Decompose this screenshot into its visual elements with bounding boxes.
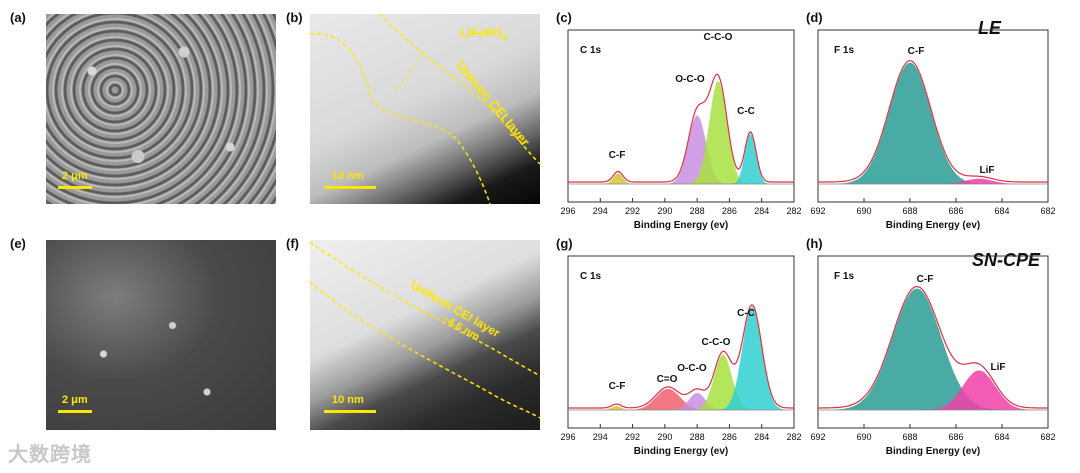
cei-boundary-lines-f [310, 241, 540, 419]
panel-g-label: (g) [556, 236, 573, 251]
peak-label-h-lif: LiF [991, 362, 1006, 373]
tick-label-g-288: 288 [690, 432, 705, 442]
chart-frame-g [567, 255, 795, 429]
peak-h-c-f [818, 288, 1048, 410]
tick-label-h-686: 686 [948, 432, 963, 442]
xlabel-g: Binding Energy (ev) [634, 446, 728, 457]
tick-label-c-286: 286 [722, 206, 737, 216]
envelope-g [568, 304, 794, 409]
tick-label-d-688: 688 [902, 206, 917, 216]
peak-c-c-c [568, 133, 794, 184]
peak-label-g-o-c-o: O-C-O [677, 363, 707, 374]
peak-c-o-c-o [568, 115, 794, 184]
material-label-b: LiFePO4 [460, 26, 507, 43]
panel-c-label: (c) [556, 10, 572, 25]
peak-label-g-c-c-o: C-C-O [702, 337, 731, 348]
tick-label-c-296: 296 [560, 206, 575, 216]
tick-label-c-288: 288 [690, 206, 705, 216]
peak-h-lif [818, 370, 1048, 410]
tag-sn-cpe: SN-CPE [972, 250, 1041, 270]
xlabel-c: Binding Energy (ev) [634, 220, 728, 231]
chart-frame-d [817, 29, 1049, 203]
tick-label-h-684: 684 [994, 432, 1009, 442]
peak-label-g-c-f: C-F [609, 381, 626, 392]
scale-bar-f [324, 410, 376, 413]
watermark: 大数跨境 [8, 444, 92, 466]
tick-label-g-284: 284 [754, 432, 769, 442]
scale-text-f: 10 nm [332, 394, 364, 406]
core-label-c: C 1s [580, 45, 602, 56]
peak-d-lif [818, 178, 1048, 184]
panel-e-label: (e) [10, 236, 26, 251]
tick-label-h-682: 682 [1040, 432, 1055, 442]
tick-label-h-692: 692 [810, 432, 825, 442]
tick-label-c-282: 282 [786, 206, 801, 216]
scale-bar-e [58, 410, 92, 413]
peak-label-d-lif: LiF [980, 165, 995, 176]
tick-label-c-290: 290 [657, 206, 672, 216]
tick-label-d-684: 684 [994, 206, 1009, 216]
envelope-c [568, 73, 794, 183]
chart-frame-c [567, 29, 795, 203]
panel-h-label: (h) [806, 236, 823, 251]
tick-label-h-690: 690 [856, 432, 871, 442]
xlabel-d: Binding Energy (ev) [886, 220, 980, 231]
sem-image-a: 2 μm [46, 14, 276, 204]
tag-le: LE [978, 18, 1002, 38]
peak-label-c-c-f: C-F [609, 150, 626, 161]
tick-label-h-688: 688 [902, 432, 917, 442]
peak-label-g-c=o: C=O [657, 374, 678, 385]
peak-label-h-c-f: C-F [917, 274, 934, 285]
scale-bar-a [58, 186, 92, 189]
core-label-d: F 1s [834, 45, 854, 56]
panel-b-label: (b) [286, 10, 303, 25]
peak-c-c-f [568, 173, 794, 184]
scale-text-a: 2 μm [62, 170, 88, 182]
peak-label-g-c-c: C-C [737, 308, 755, 319]
tick-label-c-292: 292 [625, 206, 640, 216]
panel-f-label: (f) [286, 236, 299, 251]
tem-image-f: Uniform CEI layer ~4.6 nm 10 nm [310, 240, 540, 430]
tick-label-d-690: 690 [856, 206, 871, 216]
peak-g-c-f [568, 406, 794, 410]
tick-label-c-294: 294 [593, 206, 608, 216]
core-label-h: F 1s [834, 271, 854, 282]
peak-g-c-c-o [568, 354, 794, 410]
panel-a-label: (a) [10, 10, 26, 25]
envelope-d [818, 59, 1048, 183]
peak-g-c-c [568, 307, 794, 410]
scale-text-e: 2 μm [62, 394, 88, 406]
peak-label-c-c-c-o: C-C-O [704, 32, 733, 43]
tick-label-d-692: 692 [810, 206, 825, 216]
envelope-h [818, 285, 1048, 409]
panel-d-label: (d) [806, 10, 823, 25]
peak-d-c-f [818, 62, 1048, 184]
peak-label-c-c-c: C-C [737, 106, 755, 117]
peak-c-c-c-o [568, 81, 794, 184]
peak-label-c-o-c-o: O-C-O [675, 74, 705, 85]
tick-label-g-286: 286 [722, 432, 737, 442]
tick-label-g-282: 282 [786, 432, 801, 442]
cei-boundary-lines-b [310, 14, 540, 204]
peak-g-c=o [568, 388, 794, 410]
tick-label-g-290: 290 [657, 432, 672, 442]
scale-bar-b [324, 186, 376, 189]
core-label-g: C 1s [580, 271, 602, 282]
tick-label-d-682: 682 [1040, 206, 1055, 216]
tick-label-g-294: 294 [593, 432, 608, 442]
sem-image-e: 2 μm [46, 240, 276, 430]
tem-image-b: LiFePO4 Uneven CEI layer 10 nm [310, 14, 540, 204]
peak-label-d-c-f: C-F [908, 46, 925, 57]
tick-label-g-296: 296 [560, 432, 575, 442]
scale-text-b: 10 nm [332, 170, 364, 182]
chart-frame-h [817, 255, 1049, 429]
peak-g-o-c-o [568, 392, 794, 410]
tick-label-c-284: 284 [754, 206, 769, 216]
tick-label-d-686: 686 [948, 206, 963, 216]
xlabel-h: Binding Energy (ev) [886, 446, 980, 457]
tick-label-g-292: 292 [625, 432, 640, 442]
